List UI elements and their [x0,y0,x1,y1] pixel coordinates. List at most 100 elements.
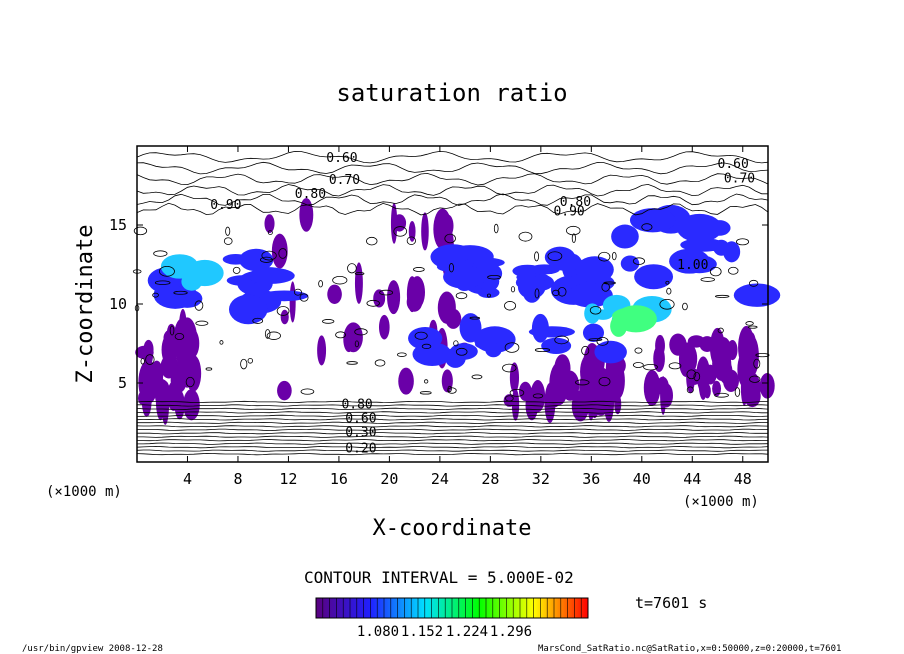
contour-ring-93 [632,257,646,265]
contour-ring-21 [414,331,428,340]
fill-purple-2-18 [509,362,520,393]
y-tick-label-0: 5 [118,374,127,392]
contour-ring-62 [354,328,368,336]
x-tick-label-10: 44 [683,470,701,488]
contour-ring-67 [223,237,233,245]
contour-ring-19 [709,266,722,277]
fill-purple-1-26 [141,384,152,417]
contour-ring-27 [596,336,609,346]
fill-blue-6-11 [529,264,560,275]
fill-blue-7-5 [629,208,676,233]
x-tick-label-5: 24 [431,470,449,488]
fill-blue-7-0 [634,264,674,290]
contour-ring-9 [346,361,358,365]
colorbar-ticks: 1.080 1.152 1.224 1.296 [322,598,582,640]
x-tick-label-8: 36 [582,470,600,488]
x-tick-label-4: 20 [380,470,398,488]
fill-purple-3-33 [713,336,733,368]
contour-ring-37 [534,347,551,353]
fill-purple-1-13 [174,389,185,420]
contour-ring-0 [566,225,581,236]
fill-green-11-3 [610,315,628,337]
fill-blue-7-12 [611,224,639,249]
contour-ring-34 [145,354,155,365]
contour-ring-38 [278,248,288,259]
contour-ring-96 [455,347,468,356]
contour-label-10: 0.60 [345,412,376,427]
contour-lower-4 [136,414,769,418]
fill-blue-7-13 [620,255,640,272]
contour-ring-91 [374,359,386,367]
contour-ring-26 [547,251,563,261]
fill-purple-3-25 [678,342,698,376]
contour-ring-36 [267,230,273,235]
x-tick-label-7: 32 [532,470,550,488]
contour-ring-97 [504,342,520,353]
fill-purple-0-27 [406,292,423,312]
x-tick-label-2: 12 [279,470,297,488]
contour-ring-88 [643,363,658,371]
contour-ring-28 [589,306,602,315]
contour-lower-15 [136,452,769,456]
contour-lower-5 [136,418,769,421]
fill-purple-3-24 [712,380,722,397]
x-tick-label-1: 8 [233,470,242,488]
contour-ring-59 [366,299,380,307]
contour-ring-12 [509,388,525,397]
fill-cyan-10-4 [593,309,613,320]
contour-ring-117 [240,358,248,370]
fill-purple-0-11 [373,289,386,308]
fill-purple-0-4 [398,367,414,395]
contour-lower-6 [136,421,769,424]
contour-ring-39 [300,388,315,395]
contour-ring-111 [603,281,616,285]
fill-blue-6-9 [567,283,613,308]
contour-ring-79 [641,223,653,231]
fill-blue-7-11 [676,213,723,243]
fill-blue-8-6 [541,337,572,354]
y-axis-label: Z-coordinate [73,225,98,384]
contour-ring-10 [318,280,323,288]
fill-blue-6-10 [575,256,614,284]
contour-ring-1 [728,266,739,275]
x-tick-label-3: 16 [330,470,348,488]
fill-purple-1-31 [184,328,200,359]
contour-ring-104 [133,226,148,236]
contour-ring-35 [510,286,516,293]
contour-ring-84 [486,293,491,298]
fill-purple-0-30 [390,202,398,244]
contour-ring-41 [554,335,569,345]
x-tick-label-0: 4 [183,470,192,488]
contour-ring-4 [588,338,603,342]
fill-purple-2-31 [554,354,571,383]
contour-ring-29 [502,363,517,373]
contour-ring-45 [504,301,517,311]
fill-purple-1-22 [185,354,202,392]
contour-ring-99 [247,357,253,364]
fill-purple-0-14 [343,326,355,353]
contour-ring-66 [448,263,454,273]
contour-upper-5 [136,202,769,216]
fill-purple-3-7 [759,372,775,399]
contour-ring-75 [396,352,407,357]
contour-ring-60 [749,279,759,287]
contour-ring-94 [686,369,697,380]
contour-ring-113 [219,340,224,345]
contour-ring-16 [471,374,483,380]
contour-ring-86 [532,393,544,399]
fill-green-11-4 [625,319,642,330]
contour-label-9: 0.80 [341,397,372,412]
fill-blue-8-10 [528,326,575,338]
contour-ring-70 [447,387,457,394]
contour-ring-95 [581,345,590,356]
fill-blue-7-10 [733,283,781,307]
contour-ring-3 [455,292,468,300]
contour-upper-3 [136,183,768,197]
contour-label-4: 0.80 [560,195,591,210]
fill-blue-4-9 [247,267,295,284]
contour-ring-105 [717,327,724,334]
contour-ring-32 [598,376,611,387]
contour-ring-50 [419,391,432,395]
